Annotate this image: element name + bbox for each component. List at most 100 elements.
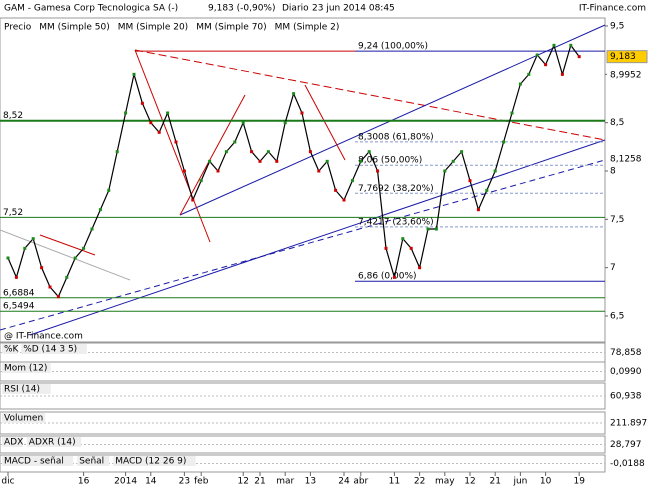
price-point: [308, 150, 312, 154]
fib-label: 7,7692 (38,20%): [358, 184, 434, 194]
price-point: [283, 121, 287, 125]
level-label: 8,52: [3, 111, 23, 121]
price-point: [98, 208, 102, 212]
price-point: [317, 169, 321, 173]
price-point: [23, 246, 27, 250]
panel-value: 211.897: [610, 419, 647, 429]
x-tick-label: 13: [305, 477, 316, 487]
price-point: [48, 285, 52, 289]
price-point: [510, 111, 514, 115]
panel-label: Volumen: [4, 414, 43, 424]
price-point: [107, 188, 111, 192]
panel-frame: [0, 361, 606, 382]
price-point: [199, 179, 203, 183]
trend-lines: [0, 24, 606, 336]
panel-label-bg: [113, 456, 196, 466]
x-tick-label: feb: [194, 477, 209, 487]
y-tick-label: 8,5: [610, 118, 624, 128]
panel-label-bg: [77, 456, 110, 466]
x-tick-label: 21: [489, 477, 500, 487]
price-point: [485, 188, 489, 192]
y-tick-label: 7,5: [610, 215, 624, 225]
price-point: [560, 72, 564, 76]
panel-label: Señal: [79, 457, 104, 467]
price-point: [577, 55, 581, 59]
x-tick-label: 23: [179, 477, 190, 487]
price-point: [502, 140, 506, 144]
price-point: [56, 295, 60, 299]
price-point: [82, 246, 86, 250]
price-point: [493, 169, 497, 173]
x-tick-label: 16: [78, 477, 90, 487]
price-point: [535, 53, 539, 57]
price-label: 8,9952: [610, 70, 642, 80]
price-point: [392, 275, 396, 279]
main-frame: [0, 17, 606, 343]
price-point: [443, 169, 447, 173]
x-tick-label: 22: [414, 477, 425, 487]
price-point: [552, 43, 556, 47]
price-point: [468, 179, 472, 183]
trend-line: [134, 49, 606, 141]
panel-label: ADXR (14): [29, 438, 76, 448]
panel-label-bg: [21, 344, 87, 354]
x-tick-label: 10: [540, 477, 552, 487]
panel-label-bg: [2, 344, 18, 354]
price-point: [208, 159, 212, 163]
x-tick-label: jun: [512, 477, 527, 487]
panel-label: RSI (14): [4, 385, 40, 395]
panel-label: Mom (12): [4, 364, 47, 374]
price-point: [157, 130, 161, 134]
panel-label: ADX: [4, 438, 23, 448]
trend-line: [0, 229, 131, 281]
price-point: [250, 150, 254, 154]
panel-value: -0,0188: [610, 459, 645, 469]
panel-value: 0,0990: [610, 367, 642, 377]
price-point: [182, 169, 186, 173]
panel-frame: [0, 411, 606, 435]
fib-label: 8,06 (50,00%): [358, 156, 422, 166]
watermark: @ IT-Finance.com: [4, 332, 83, 342]
trend-line: [0, 159, 606, 331]
trend-line: [29, 139, 606, 336]
panel-label: MACD (12 26 9): [115, 457, 186, 467]
price-point: [40, 266, 44, 270]
panel-label: %K: [4, 345, 20, 355]
price-point: [384, 246, 388, 250]
price-point: [124, 111, 128, 115]
level-label: 6,5494: [3, 302, 35, 312]
price-label-box: [607, 68, 647, 81]
indicator-panels: %K %D (14 3 5) 78,858 Mom (12) 0,0990 RSI (14…: [0, 342, 647, 473]
price-point: [14, 275, 18, 279]
panel-frame: [0, 435, 606, 454]
x-tick-label: dic: [1, 477, 14, 487]
price-point: [426, 227, 430, 231]
y-tick-label: 6,5: [610, 312, 624, 322]
price-point: [224, 150, 228, 154]
brand: IT-Finance.com: [579, 4, 646, 14]
price-point: [460, 150, 464, 154]
fib-label: 6,86 (0,00%): [358, 272, 417, 282]
panel-label-bg: [2, 437, 23, 447]
price-point: [258, 159, 262, 163]
x-tick-label: mar: [276, 477, 294, 487]
price-point: [65, 275, 69, 279]
price-point: [325, 159, 329, 163]
panel-label-bg: [2, 363, 51, 373]
price-point: [418, 266, 422, 270]
panel-label: %D (14 3 5): [23, 345, 77, 355]
x-tick-label: 2014: [114, 477, 137, 487]
price-point: [401, 237, 405, 241]
price-point: [149, 121, 153, 125]
fib-label: 9,24 (100,00%): [358, 42, 428, 52]
panel-value: 60,938: [610, 392, 642, 402]
price-point: [90, 227, 94, 231]
price-point: [115, 150, 119, 154]
price-point: [544, 63, 548, 67]
price-point: [569, 43, 573, 47]
title: GAM - Gamesa Corp Tecnologica SA (-): [4, 4, 178, 14]
price-point: [6, 256, 10, 260]
price-point: [434, 227, 438, 231]
price-point: [166, 111, 170, 115]
